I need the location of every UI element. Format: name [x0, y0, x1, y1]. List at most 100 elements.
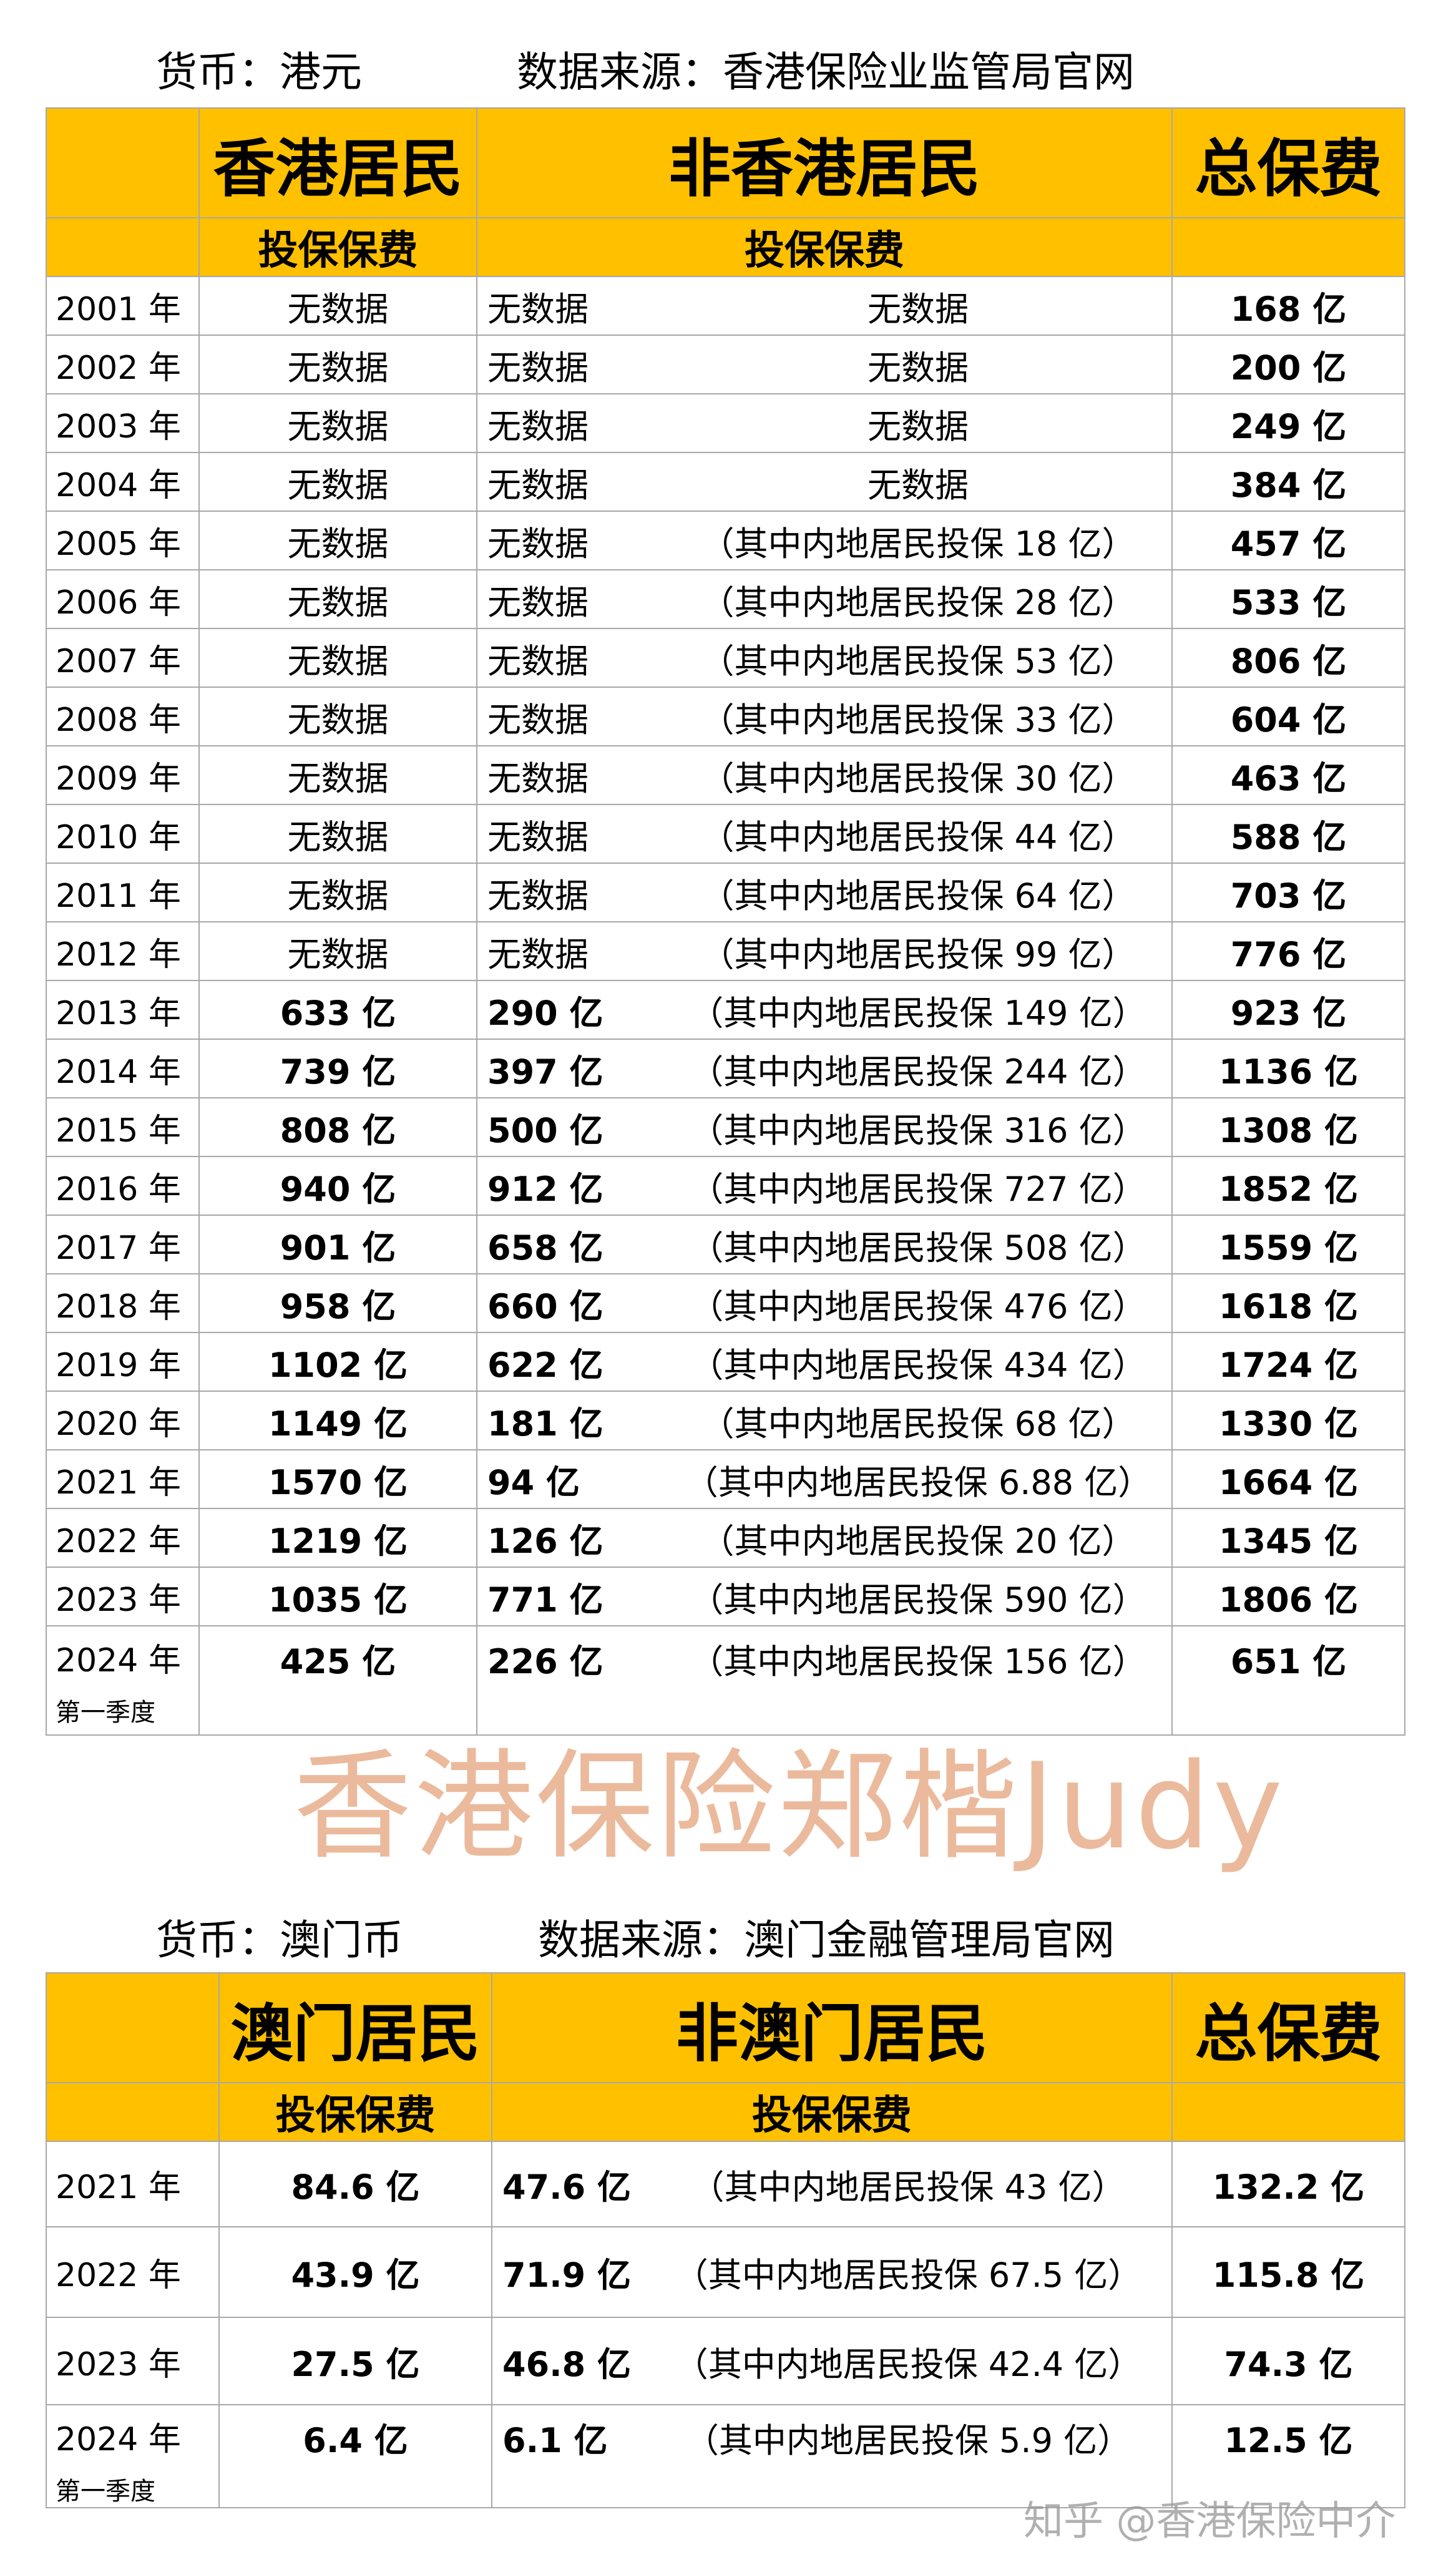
non-resident-amount: 无数据 [487, 348, 589, 388]
mainland-resident-amount: （其中内地居民投保 244 亿） [690, 1052, 1146, 1092]
resident-premium-cell: 958 亿 [198, 1273, 477, 1333]
mainland-resident-amount: （其中内地居民投保 28 亿） [700, 582, 1136, 622]
hk-premium-table: 香港居民 非香港居民 总保费 投保保费 投保保费 2001 年无数据 无数据 无数据… [46, 107, 1405, 1736]
hk-caption-currency: 货币：港元 [156, 48, 362, 96]
header-total-premium: 总保费 [1171, 107, 1405, 218]
header-hk-resident-sub: 投保保费 [198, 217, 477, 277]
non-resident-premium-cell: 无数据 （其中内地居民投保 53 亿） [476, 628, 1173, 688]
year-label: 2017 年 [56, 1229, 181, 1267]
table-row: 2020 年 1149 亿 181 亿 （其中内地居民投保 68 亿） 1330 亿 [46, 1391, 1405, 1450]
total-premium-cell: 1724 亿 [1171, 1332, 1405, 1392]
header-hk-resident: 香港居民 [198, 107, 477, 218]
year-label: 2015 年 [56, 1112, 181, 1150]
mainland-resident-amount: （其中内地居民投保 5.9 亿） [685, 2421, 1131, 2460]
resident-premium-cell: 940 亿 [198, 1156, 477, 1216]
table-row: 2007 年无数据 无数据 （其中内地居民投保 53 亿） 806 亿 [46, 628, 1405, 688]
year-label: 2024 年 [56, 1642, 181, 1679]
non-resident-amount: 无数据 [487, 582, 589, 622]
watermark-text: 香港保险郑楷Judy [293, 1738, 1286, 1875]
year-cell: 2013 年 [46, 980, 200, 1040]
year-cell: 2010 年 [46, 804, 200, 864]
resident-premium-cell: 1035 亿 [198, 1567, 477, 1626]
total-premium-cell: 1308 亿 [1171, 1097, 1405, 1157]
year-label: 2008 年 [56, 701, 181, 739]
year-label: 2020 年 [56, 1405, 181, 1443]
year-cell: 2019 年 [46, 1332, 200, 1392]
table-row: 2011 年无数据 无数据 （其中内地居民投保 64 亿） 703 亿 [46, 863, 1405, 922]
resident-premium-cell: 无数据 [198, 276, 477, 336]
non-resident-premium-cell: 无数据 无数据 [476, 276, 1173, 336]
total-premium-cell: 1330 亿 [1171, 1391, 1405, 1450]
mainland-resident-amount: （其中内地居民投保 43 亿） [690, 2168, 1126, 2207]
non-resident-amount: 71.9 亿 [502, 2256, 632, 2295]
non-resident-premium-cell: 126 亿 （其中内地居民投保 20 亿） [476, 1508, 1173, 1568]
resident-premium-cell: 无数据 [198, 511, 477, 570]
non-resident-amount: 622 亿 [487, 1345, 603, 1385]
non-resident-premium-cell: 无数据 无数据 [476, 452, 1173, 512]
mainland-resident-amount: 无数据 [867, 406, 969, 446]
non-resident-amount: 47.6 亿 [502, 2168, 632, 2207]
year-cell: 2017 年 [46, 1215, 200, 1274]
table-row: 2024 年第一季度 425 亿 226 亿（其中内地居民投保 156 亿） 651 … [46, 1625, 1405, 1736]
header-year-blank [46, 107, 200, 218]
non-resident-premium-cell: 无数据 无数据 [476, 393, 1173, 453]
mainland-resident-amount: （其中内地居民投保 67.5 亿） [674, 2256, 1142, 2295]
mainland-resident-amount: （其中内地居民投保 18 亿） [700, 524, 1136, 564]
non-resident-premium-cell: 无数据 （其中内地居民投保 28 亿） [476, 569, 1173, 629]
year-label: 2009 年 [56, 760, 181, 798]
header-year-blank [46, 2082, 220, 2142]
year-cell: 2022 年 [46, 1508, 200, 1568]
mainland-resident-amount: （其中内地居民投保 508 亿） [690, 1228, 1146, 1268]
resident-premium-cell: 901 亿 [198, 1215, 477, 1274]
year-cell: 2021 年 [46, 1449, 200, 1509]
resident-premium-cell: 1149 亿 [198, 1391, 477, 1450]
total-premium-cell: 200 亿 [1171, 335, 1405, 394]
total-premium-cell: 1618 亿 [1171, 1273, 1405, 1333]
total-premium-cell: 249 亿 [1171, 393, 1405, 453]
year-cell: 2021 年 [46, 2141, 220, 2227]
resident-premium-cell: 1219 亿 [198, 1508, 477, 1568]
non-resident-amount: 771 亿 [487, 1580, 603, 1620]
non-resident-amount: 658 亿 [487, 1228, 603, 1268]
table-row: 2023 年 27.5 亿 46.8 亿 （其中内地居民投保 42.4 亿） 74.3 … [46, 2317, 1405, 2405]
non-resident-premium-cell: 6.1 亿 （其中内地居民投保 5.9 亿） [491, 2404, 1173, 2508]
table-row: 2016 年 940 亿 912 亿 （其中内地居民投保 727 亿） 1852 亿 [46, 1156, 1405, 1216]
year-cell: 2004 年 [46, 452, 200, 512]
total-premium-cell: 1559 亿 [1171, 1215, 1405, 1274]
total-premium-cell: 115.8 亿 [1171, 2226, 1405, 2318]
year-label: 2014 年 [56, 1053, 181, 1091]
resident-premium-cell: 无数据 [198, 452, 477, 512]
total-premium-cell: 776 亿 [1171, 921, 1405, 981]
resident-premium-cell: 无数据 [198, 687, 477, 746]
non-resident-premium-cell: 无数据 （其中内地居民投保 99 亿） [476, 921, 1173, 981]
non-resident-amount: 181 亿 [487, 1404, 603, 1444]
non-resident-amount: 6.1 亿 [502, 2421, 608, 2460]
total-premium-cell: 1852 亿 [1171, 1156, 1405, 1216]
non-resident-amount: 无数据 [487, 406, 589, 446]
mainland-resident-amount: （其中内地居民投保 20 亿） [700, 1521, 1136, 1561]
quarter-label: 第一季度 [56, 1698, 155, 1727]
year-cell: 2024 年第一季度 [46, 1625, 200, 1736]
year-cell: 2003 年 [46, 393, 200, 453]
total-premium-cell: 132.2 亿 [1171, 2141, 1405, 2227]
resident-premium-cell: 27.5 亿 [218, 2317, 492, 2405]
total-premium-cell: 806 亿 [1171, 628, 1405, 688]
header-non-macau-resident-sub: 投保保费 [491, 2082, 1173, 2142]
non-resident-premium-cell: 无数据 （其中内地居民投保 64 亿） [476, 863, 1173, 922]
non-resident-amount: 无数据 [487, 758, 589, 798]
year-label: 2022 年 [56, 2257, 181, 2294]
year-cell: 2009 年 [46, 745, 200, 805]
year-cell: 2014 年 [46, 1039, 200, 1098]
year-label: 2021 年 [56, 1464, 181, 1502]
year-label: 2024 年 [56, 2421, 181, 2458]
mainland-resident-amount: （其中内地居民投保 156 亿） [690, 1642, 1146, 1681]
macau-caption-source: 数据来源：澳门金融管理局官网 [538, 1916, 1115, 1964]
year-cell: 2002 年 [46, 335, 200, 394]
mainland-resident-amount: （其中内地居民投保 6.88 亿） [684, 1462, 1152, 1502]
year-cell: 2012 年 [46, 921, 200, 981]
resident-premium-cell: 43.9 亿 [218, 2226, 492, 2318]
table-row: 2015 年 808 亿 500 亿 （其中内地居民投保 316 亿） 1308 亿 [46, 1097, 1405, 1157]
table-row: 2003 年无数据 无数据 无数据 249 亿 [46, 393, 1405, 453]
header-total-premium: 总保费 [1171, 1972, 1405, 2083]
header-non-hk-resident-sub: 投保保费 [476, 217, 1173, 277]
